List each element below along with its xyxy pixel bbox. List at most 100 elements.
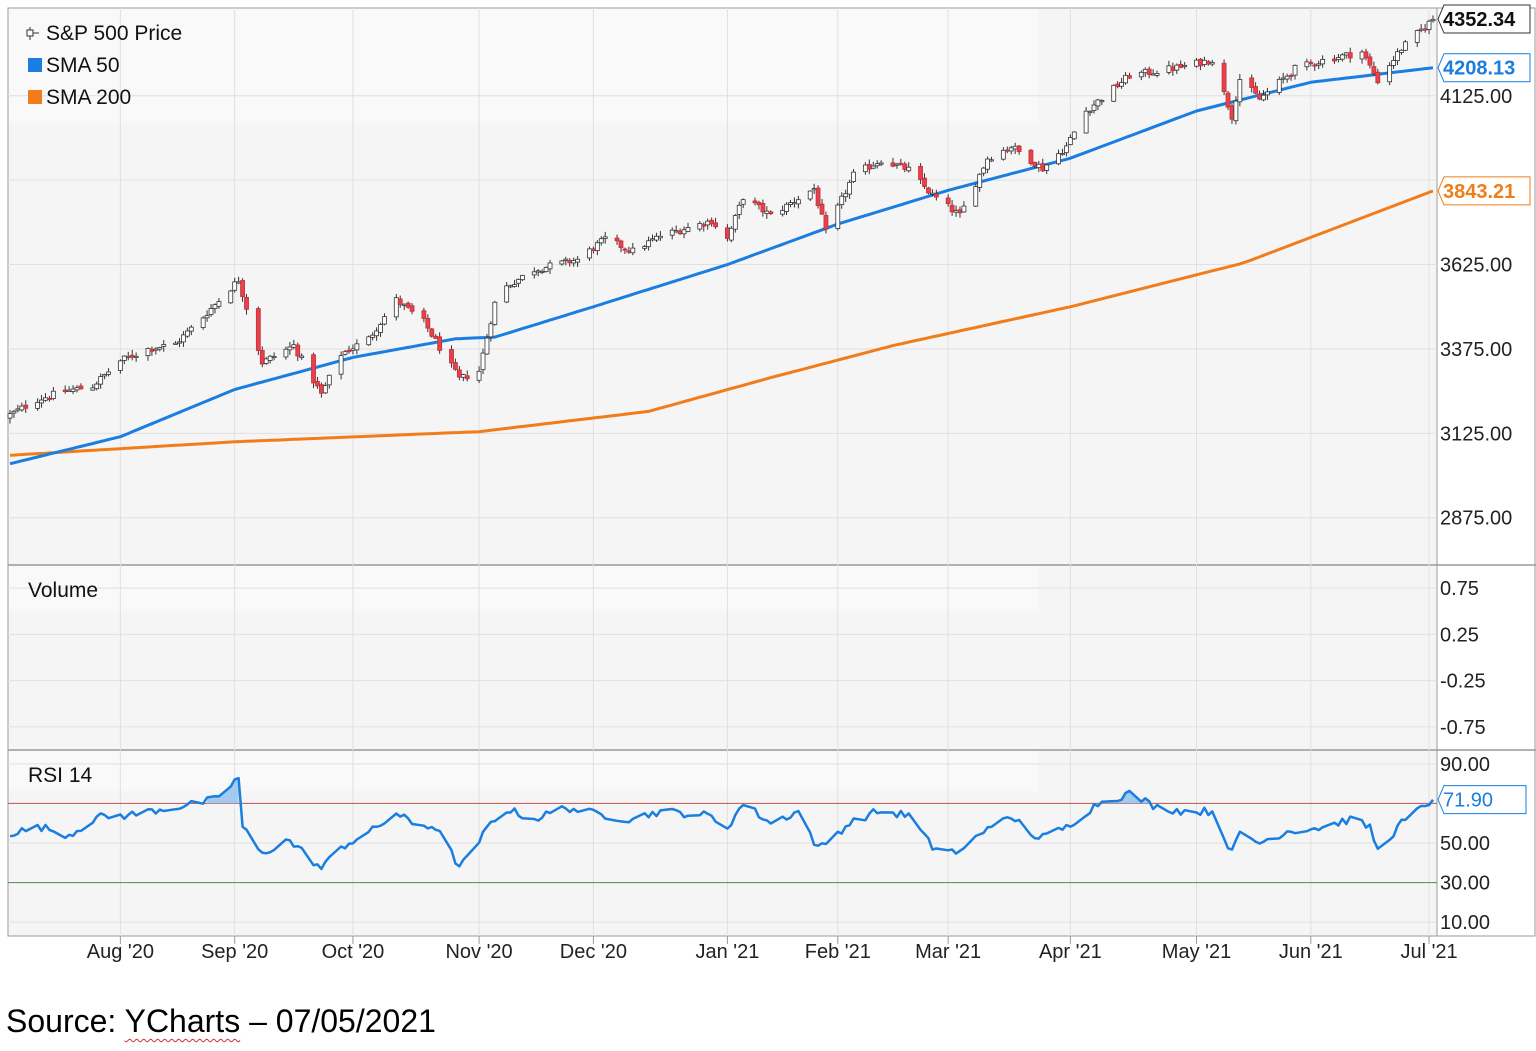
candle-body [516,278,521,284]
price-candle [642,244,648,251]
candle-body [989,159,994,162]
price-candle [752,197,758,206]
volume-tick-label: -0.25 [1440,671,1486,693]
candle-body [1008,147,1014,152]
candle-body [1138,71,1144,78]
candle-body [98,376,104,385]
candle-body [1225,92,1231,108]
candle-body [476,370,482,381]
price-candle [464,370,470,382]
price-candle [484,333,490,355]
price-candle [78,383,84,390]
candle-body [756,202,762,206]
price-candle [382,313,387,326]
price-candle [23,400,29,413]
price-tick-label: 3375.00 [1440,339,1512,361]
price-candle [851,169,856,184]
price-candle [1363,48,1369,61]
sma200-last-value-box [1437,176,1531,206]
candle-body [484,337,490,355]
price-candle [839,192,845,209]
price-candle [1067,134,1073,146]
price-candle [768,210,774,216]
price-candle [208,304,214,317]
rsi-panel-label: RSI 14 [28,764,93,787]
candle-body [815,187,821,207]
candle-body [204,315,210,319]
price-candle [1000,147,1006,161]
candle-body [1142,68,1148,74]
sma200-last-value: 3843.21 [1437,176,1531,206]
candle-body [650,238,655,241]
price-candle [878,160,884,167]
price-candle [1367,53,1373,69]
price-candle [1028,149,1034,166]
candlestick-icon [26,27,39,40]
candle-body [626,250,632,253]
price-candle [1119,77,1124,89]
candle-body [1280,77,1286,80]
candle-body [1123,74,1128,84]
candle-body [259,350,265,365]
price-candle [622,247,628,254]
price-candle [121,355,127,365]
price-candle [713,217,718,229]
candle-body [949,204,955,213]
price-candle [326,374,332,389]
price-candle [283,346,289,360]
price-candle [184,327,190,338]
candle-body [760,203,766,213]
candle-body [421,310,427,319]
price-candle [760,199,766,217]
candle-body [866,164,872,170]
x-tick-label: Apr '21 [1039,941,1102,963]
price-candle [658,231,663,241]
candle-body [322,385,328,394]
price-candle [835,202,841,231]
price-candle [94,381,100,391]
candle-body [1426,20,1432,30]
candle-body [622,248,628,251]
candle-body [669,229,675,236]
price-candle [70,385,76,395]
candle-body [43,397,48,401]
price-candle [106,368,111,377]
sma50-last-value: 4208.13 [1437,53,1531,83]
candle-body [681,229,687,235]
candle-body [567,260,573,264]
candle-body [1261,94,1266,101]
price-candle [945,194,951,207]
price-candle [409,303,415,315]
source-caption: Source: YCharts – 07/05/2021 [6,1003,436,1040]
candle-body [1375,71,1381,84]
price-tick-label: 4125.00 [1440,86,1512,108]
candle-body [299,355,305,358]
price-candle [11,409,17,418]
chart-labels: S&P 500 Price SMA 50 SMA 200 2875.00 3125.00… [26,4,1531,963]
candle-body [240,280,245,297]
price-candle [299,353,305,361]
rsi-overbought-fill [1101,790,1150,804]
candle-body [819,203,825,215]
candle-body [823,215,829,230]
sma200-last-value-text: 3843.21 [1443,181,1515,203]
candle-body [811,188,817,191]
candle-body [890,162,896,167]
icon-body [26,29,34,37]
candle-body [291,344,297,348]
price-candle [200,316,206,330]
candle-body [1233,100,1239,122]
chart-gridlines [8,8,1437,944]
candle-body [267,355,273,361]
candle-body [535,270,541,273]
candle-body [1032,161,1038,167]
candle-body [713,222,718,228]
candle-body [263,358,269,364]
candle-body [1367,56,1373,66]
candle-body [870,165,876,169]
candle-body [732,215,738,230]
x-tick-label: Mar '21 [915,941,981,963]
candle-body [1335,57,1341,61]
price-candle [315,376,320,389]
candle-body [200,317,206,328]
